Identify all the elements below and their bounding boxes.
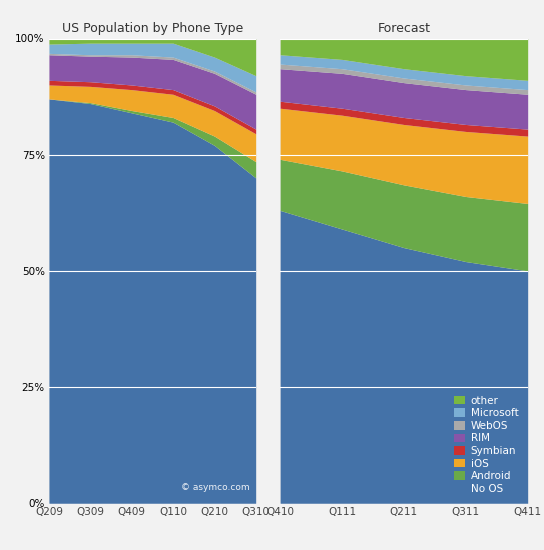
Legend: other, Microsoft, WebOS, RIM, Symbian, iOS, Android, No OS: other, Microsoft, WebOS, RIM, Symbian, i… (450, 392, 522, 498)
Text: © asymco.com: © asymco.com (181, 483, 250, 492)
Title: US Population by Phone Type: US Population by Phone Type (61, 21, 243, 35)
Title: Forecast: Forecast (378, 21, 430, 35)
